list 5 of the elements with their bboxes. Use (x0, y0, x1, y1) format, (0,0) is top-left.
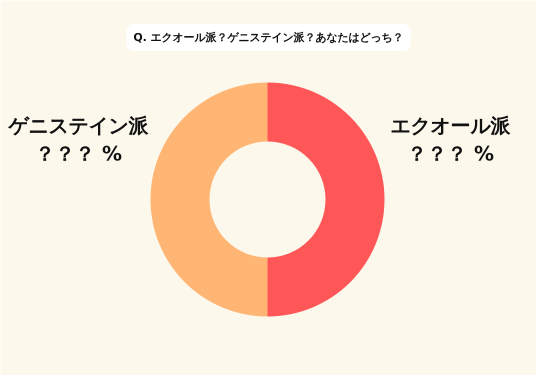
data-label: ？？？ % (407, 142, 494, 166)
slice-label: ゲニステイン派 (8, 114, 150, 138)
data-label: ？？？ % (35, 142, 122, 166)
slice-label: エクオール派 (390, 114, 512, 138)
chart-title: Q. エクオール派？ゲニステイン派？あなたはどっち？ (133, 31, 404, 44)
